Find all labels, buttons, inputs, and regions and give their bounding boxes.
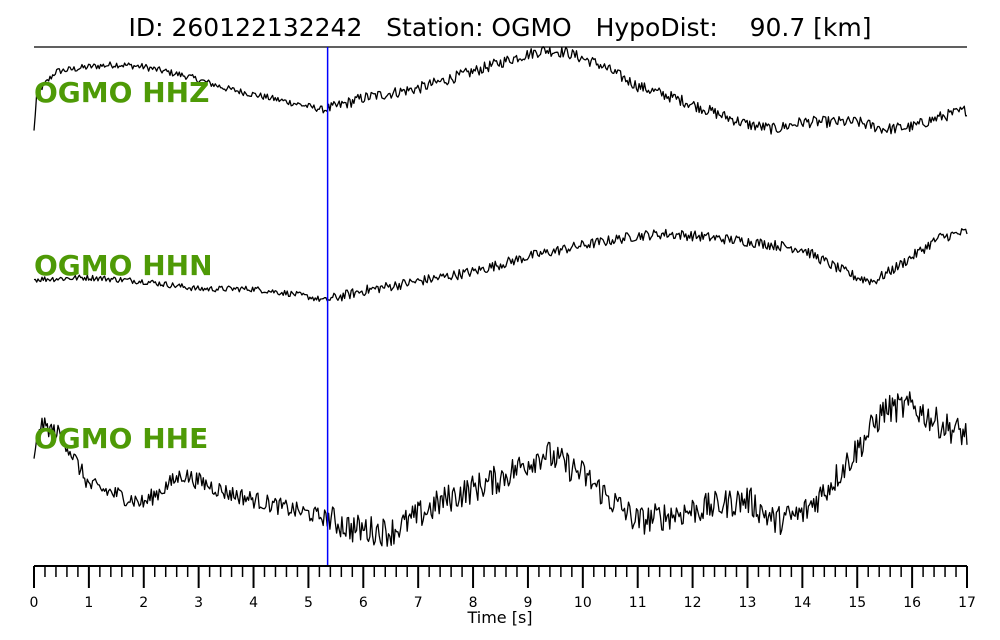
channel-label-ogmo-hhe: OGMO HHE bbox=[34, 422, 208, 455]
page-title: ID: 260122132242 Station: OGMO HypoDist:… bbox=[128, 13, 871, 42]
x-tick-label: 2 bbox=[139, 595, 148, 611]
x-tick-label: 6 bbox=[359, 595, 368, 611]
x-tick-label: 15 bbox=[848, 595, 866, 611]
x-tick-label: 4 bbox=[249, 595, 258, 611]
x-axis-label: Time [s] bbox=[466, 608, 532, 627]
x-tick-label: 13 bbox=[739, 595, 757, 611]
x-tick-label: 11 bbox=[629, 595, 647, 611]
channel-labels: OGMO HHZ OGMO HHN OGMO HHE bbox=[34, 76, 213, 455]
x-tick-label: 14 bbox=[793, 595, 811, 611]
trace-ogmo-hhz bbox=[33, 46, 968, 135]
waveform-traces bbox=[33, 46, 968, 547]
x-tick-label: 7 bbox=[414, 595, 423, 611]
x-tick-label: 1 bbox=[84, 595, 93, 611]
trace-ogmo-hhn bbox=[33, 228, 968, 302]
trace-ogmo-hhe bbox=[33, 391, 968, 547]
x-tick-label: 9 bbox=[523, 595, 532, 611]
x-tick-label: 3 bbox=[194, 595, 203, 611]
x-tick-label: 16 bbox=[903, 595, 921, 611]
x-tick-label: 0 bbox=[30, 595, 39, 611]
x-tick-label: 10 bbox=[574, 595, 592, 611]
x-tick-label: 8 bbox=[469, 595, 478, 611]
x-tick-label: 12 bbox=[684, 595, 702, 611]
time-axis: 0 1 2 3 4 5 6 7 8 9 10 11 12 13 14 15 16 17 bbox=[30, 565, 976, 611]
channel-label-ogmo-hhn: OGMO HHN bbox=[34, 249, 213, 282]
x-tick-label: 5 bbox=[304, 595, 313, 611]
x-tick-label: 17 bbox=[958, 595, 976, 611]
channel-label-ogmo-hhz: OGMO HHZ bbox=[34, 76, 209, 109]
